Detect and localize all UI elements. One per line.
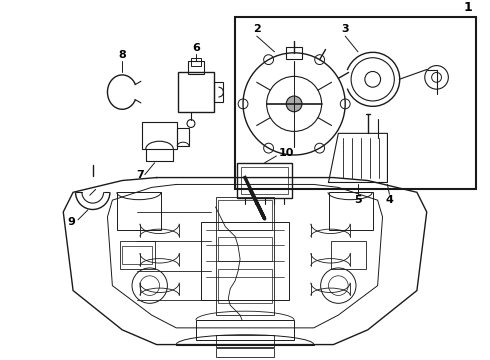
Text: 10: 10 <box>279 148 294 158</box>
Text: 8: 8 <box>118 50 126 60</box>
Bar <box>122 246 152 264</box>
Text: 4: 4 <box>386 195 393 205</box>
Text: 9: 9 <box>67 217 75 227</box>
Bar <box>219 237 271 261</box>
Text: 3: 3 <box>342 24 349 34</box>
Bar <box>178 72 214 112</box>
Bar <box>328 192 373 230</box>
Bar <box>214 82 223 102</box>
Bar <box>286 47 302 59</box>
Bar <box>219 269 271 303</box>
Bar <box>241 167 288 194</box>
Bar <box>216 347 274 357</box>
Bar <box>216 197 274 315</box>
Bar <box>142 122 177 149</box>
Bar <box>177 129 189 146</box>
Text: 7: 7 <box>136 170 144 180</box>
Bar <box>331 242 366 269</box>
Bar <box>237 163 292 198</box>
Bar <box>216 335 274 347</box>
Bar <box>191 58 201 66</box>
Circle shape <box>286 96 302 112</box>
Bar <box>219 200 271 230</box>
Bar <box>188 61 204 75</box>
Text: 1: 1 <box>464 1 472 14</box>
Text: 6: 6 <box>192 43 200 53</box>
Bar <box>196 320 294 339</box>
Bar <box>235 17 476 189</box>
Bar <box>201 222 289 300</box>
Text: 5: 5 <box>354 195 362 205</box>
Bar <box>120 242 155 269</box>
Bar <box>117 192 162 230</box>
Text: 2: 2 <box>253 24 261 34</box>
